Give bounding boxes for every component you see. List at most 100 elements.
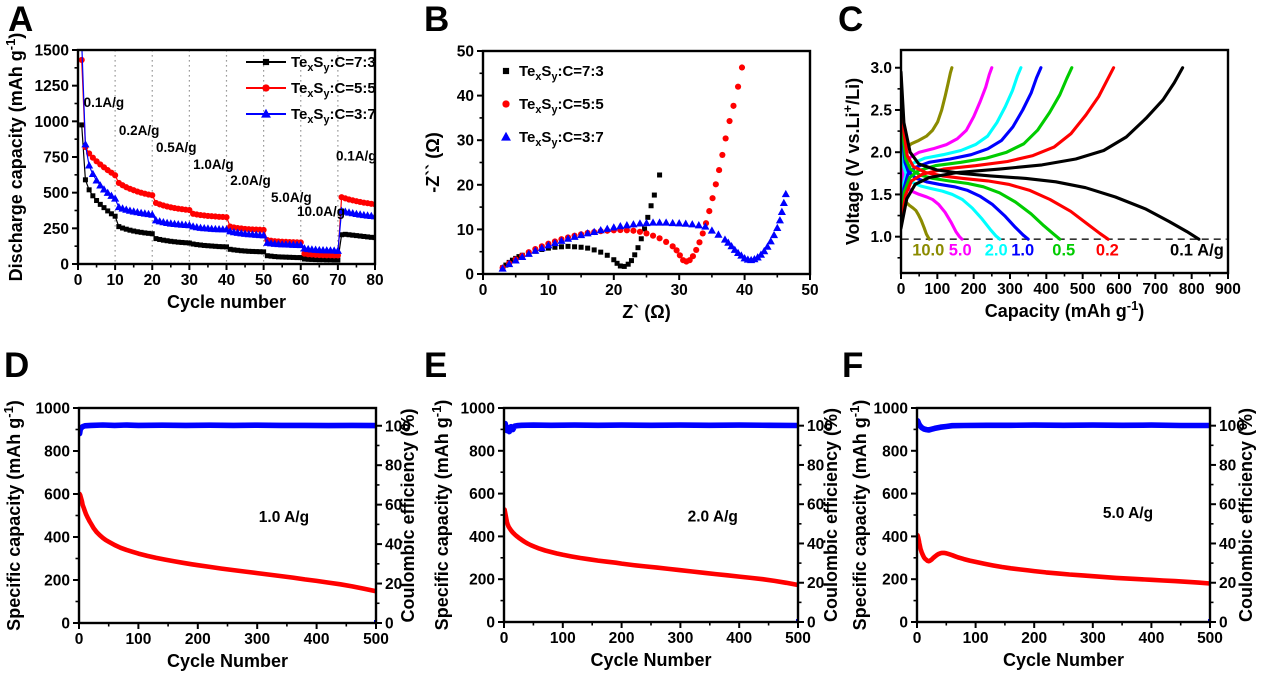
plot-frame — [915, 406, 1212, 624]
rate-0.1-curves — [901, 66, 1201, 241]
svg-text:2.0: 2.0 — [985, 242, 1008, 260]
svg-text:20: 20 — [1219, 575, 1236, 592]
svg-text:400: 400 — [44, 530, 70, 547]
panel-e: 0 100 200 300 400 500 0 200 400 600 800 1000 0 20 40 60… — [420, 340, 850, 674]
rate-labels: 10.0 5.0 2.0 1.0 0.5 0.2 0.1 A/g — [912, 242, 1224, 260]
svg-text:TexSy:C=3:7: TexSy:C=3:7 — [291, 106, 376, 126]
svg-text:1250: 1250 — [35, 78, 69, 95]
svg-text:Coulombic efficiency (%): Coulombic efficiency (%) — [821, 408, 841, 622]
svg-text:0.5: 0.5 — [1052, 242, 1075, 260]
svg-text:0: 0 — [486, 615, 495, 632]
svg-text:50: 50 — [801, 282, 818, 299]
svg-text:1000: 1000 — [874, 401, 908, 418]
svg-text:60: 60 — [807, 497, 824, 514]
rate-annotations: 0.1A/g 0.2A/g 0.5A/g 1.0A/g2.0A/g5.0A/g10.0… — [84, 95, 377, 219]
svg-text:50: 50 — [457, 44, 474, 61]
svg-text:30: 30 — [181, 272, 198, 289]
svg-text:20: 20 — [457, 177, 474, 194]
svg-text:300: 300 — [997, 281, 1023, 298]
svg-text:1.0: 1.0 — [1011, 242, 1034, 260]
svg-text:400: 400 — [882, 529, 908, 546]
axes: 0 100 200 300 400 500020040060080010000204060… — [847, 400, 1256, 670]
current-density-annotation: 5.0 A/g — [1103, 505, 1153, 522]
efficiency-series — [79, 422, 376, 437]
svg-text:100: 100 — [924, 281, 950, 298]
rate-1.0-curves — [901, 66, 1043, 241]
svg-text:Capacity (mAh g-1): Capacity (mAh g-1) — [985, 298, 1145, 321]
current-density-annotation: 1.0 A/g — [259, 509, 309, 526]
svg-text:80: 80 — [1219, 457, 1236, 474]
svg-text:0: 0 — [913, 630, 922, 647]
svg-text:Coulombic efficiency (%): Coulombic efficiency (%) — [1236, 408, 1256, 622]
axes: 0 10 20 30 40 50 0 10 20 30 40 50 Z` (Ω) -Z`` (Ω) — [423, 44, 819, 323]
svg-text:TexSy:C=7:3: TexSy:C=7:3 — [291, 54, 376, 74]
panel-f: 0 100 200 300 400 500 0 200 400 600 800 1000 0 20 40 60… — [840, 340, 1267, 674]
svg-text:-Z`` (Ω): -Z`` (Ω) — [423, 132, 443, 192]
svg-text:400: 400 — [469, 529, 495, 546]
rate-0.2-curves — [901, 66, 1116, 241]
svg-text:100: 100 — [550, 630, 576, 647]
svg-text:200: 200 — [44, 573, 70, 590]
svg-text:40: 40 — [457, 88, 474, 105]
svg-text:200: 200 — [1021, 630, 1047, 647]
panel-b: 0 10 20 30 40 50 0 10 20 30 40 50 Z` (Ω) -Z`` (Ω) TexS… — [420, 0, 820, 332]
svg-text:300: 300 — [244, 631, 270, 648]
svg-text:Cycle Number: Cycle Number — [1003, 650, 1124, 670]
svg-text:A/g: A/g — [1197, 242, 1224, 260]
svg-text:30: 30 — [457, 133, 474, 150]
svg-text:100: 100 — [1219, 418, 1245, 435]
svg-text:400: 400 — [1033, 281, 1059, 298]
svg-text:600: 600 — [469, 486, 495, 503]
svg-text:0: 0 — [60, 257, 69, 274]
svg-text:30: 30 — [671, 282, 688, 299]
svg-text:Voltage (V vs.Li+/Li): Voltage (V vs.Li+/Li) — [840, 78, 863, 245]
svg-text:10: 10 — [540, 282, 557, 299]
svg-text:900: 900 — [1215, 281, 1241, 298]
svg-text:0: 0 — [807, 615, 816, 632]
svg-text:1000: 1000 — [461, 401, 495, 418]
svg-text:300: 300 — [1080, 630, 1106, 647]
svg-text:TexSy:C=3:7: TexSy:C=3:7 — [519, 129, 604, 149]
svg-text:2.0: 2.0 — [870, 145, 892, 162]
svg-text:500: 500 — [785, 630, 811, 647]
capacity-series — [917, 533, 1210, 586]
series-group — [504, 420, 798, 622]
svg-text:800: 800 — [1179, 281, 1205, 298]
svg-text:0: 0 — [899, 615, 908, 632]
svg-text:Discharge capacity (mAh g-1): Discharge capacity (mAh g-1) — [3, 33, 26, 282]
svg-text:10.0: 10.0 — [912, 242, 944, 260]
panel-a-rate-capability-chart: 0 10 20 30 40 50 60 70 80 0 250 500 750 1000 1250 1500 C… — [3, 33, 383, 312]
panel-d-cycling-chart: 0 100 200 300 400 500020040060080010000204060… — [1, 400, 418, 671]
panel-a-label: A — [8, 0, 34, 39]
svg-text:0: 0 — [479, 282, 488, 299]
panel-d: 0 100 200 300 400 500 0 200 400 600 800 1000 0 20 40 60… — [0, 340, 430, 674]
series-group — [498, 64, 790, 272]
svg-text:20: 20 — [807, 575, 824, 592]
svg-text:200: 200 — [609, 630, 635, 647]
legend: TexSy:C=7:3 TexSy:C=5:5 TexSy:C=3:7 — [246, 54, 376, 126]
svg-text:5.0: 5.0 — [949, 242, 972, 260]
svg-text:20: 20 — [605, 282, 622, 299]
svg-text:2.0A/g: 2.0A/g — [230, 173, 271, 188]
svg-text:0: 0 — [75, 631, 84, 648]
svg-text:80: 80 — [385, 458, 402, 475]
svg-text:0.5A/g: 0.5A/g — [156, 140, 197, 155]
svg-text:80: 80 — [366, 272, 383, 289]
svg-text:1.0: 1.0 — [870, 229, 892, 246]
svg-text:40: 40 — [807, 536, 824, 553]
svg-text:Z` (Ω): Z` (Ω) — [622, 302, 670, 322]
svg-text:400: 400 — [726, 630, 752, 647]
svg-text:800: 800 — [469, 443, 495, 460]
svg-text:200: 200 — [961, 281, 987, 298]
svg-text:200: 200 — [185, 631, 211, 648]
svg-text:600: 600 — [1106, 281, 1132, 298]
axes: 0 100 200 300 400 500020040060080010000204060… — [1, 400, 418, 671]
svg-text:60: 60 — [1219, 497, 1236, 514]
svg-text:40: 40 — [736, 282, 753, 299]
plot-frame — [77, 406, 378, 625]
panel-f-cycling-chart: 0 100 200 300 400 500020040060080010000204060… — [847, 400, 1256, 670]
panel-b-label: B — [424, 0, 450, 39]
svg-text:400: 400 — [1138, 630, 1164, 647]
svg-text:5.0A/g: 5.0A/g — [271, 190, 312, 205]
svg-text:0: 0 — [500, 630, 509, 647]
